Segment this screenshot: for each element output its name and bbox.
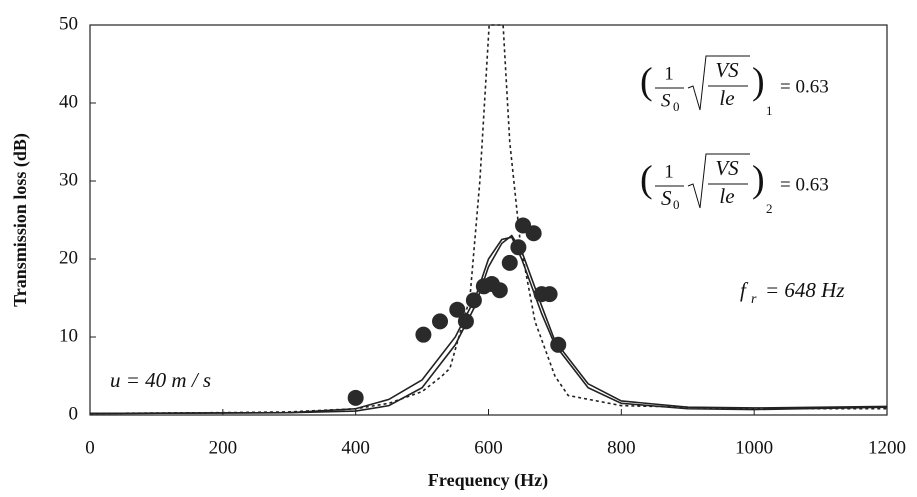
resonance-symbol: f [740, 278, 749, 302]
curve [89, 24, 887, 415]
data-point [491, 282, 508, 299]
data-point [347, 389, 364, 406]
data-point [510, 239, 527, 256]
formula-denominator: S [661, 186, 672, 210]
data-point [501, 254, 518, 271]
formula-root-top: VS [715, 156, 739, 180]
y-tick-label: 0 [69, 403, 79, 424]
formula-numerator: 1 [664, 63, 674, 84]
data-point [525, 225, 542, 242]
data-point [415, 326, 432, 343]
formula-root-bottom: le [719, 184, 734, 208]
paren: ( [640, 159, 653, 201]
formula-root-top: VS [715, 58, 739, 82]
x-tick-label: 400 [341, 437, 370, 458]
formula-value: = 0.63 [780, 174, 829, 195]
data-point [541, 286, 558, 303]
speed-label: u = 40 m / s [110, 368, 211, 392]
data-point [465, 292, 482, 309]
paren: ( [640, 61, 653, 103]
data-point [449, 301, 466, 318]
data-point [550, 336, 567, 353]
formula-denominator-sub: 0 [673, 99, 680, 114]
x-tick-label: 1000 [735, 437, 773, 458]
x-tick-label: 800 [607, 437, 636, 458]
y-tick-label: 20 [59, 247, 78, 268]
formula-denominator: S [661, 90, 671, 111]
formula-index: 2 [766, 201, 773, 216]
resonance-sub: r [751, 292, 757, 307]
formula: ( 1 S 0 VS le ) [640, 153, 765, 212]
x-tick-label: 1200 [868, 437, 906, 458]
x-tick-label: 0 [85, 437, 95, 458]
x-axis-label: Frequency (Hz) [428, 470, 548, 491]
root-sign [687, 153, 750, 209]
formula-numerator: 1 [664, 161, 674, 182]
formula-value: = 0.63 [780, 76, 829, 97]
y-tick-label: 10 [59, 325, 78, 346]
plot-frame [89, 24, 888, 416]
paren: ) [752, 159, 765, 201]
x-tick-label: 600 [474, 437, 503, 458]
formula-denominator-sub: 0 [673, 197, 680, 212]
y-tick-label: 50 [59, 13, 78, 34]
curve [89, 236, 888, 415]
formula-root-bottom: le [719, 86, 734, 110]
curve [89, 234, 888, 415]
data-point [432, 313, 449, 330]
resonance-value: = 648 Hz [765, 278, 845, 302]
data-point [457, 313, 474, 330]
y-axis-label: Transmission loss (dB) [10, 133, 31, 307]
paren: ) [752, 61, 765, 103]
y-tick-label: 30 [59, 169, 78, 190]
formula-index: 1 [766, 103, 773, 118]
formula: ( 1 S 0 VS le ) [640, 55, 765, 114]
root-sign [687, 55, 750, 111]
y-tick-label: 40 [59, 91, 78, 112]
x-tick-label: 200 [209, 437, 238, 458]
